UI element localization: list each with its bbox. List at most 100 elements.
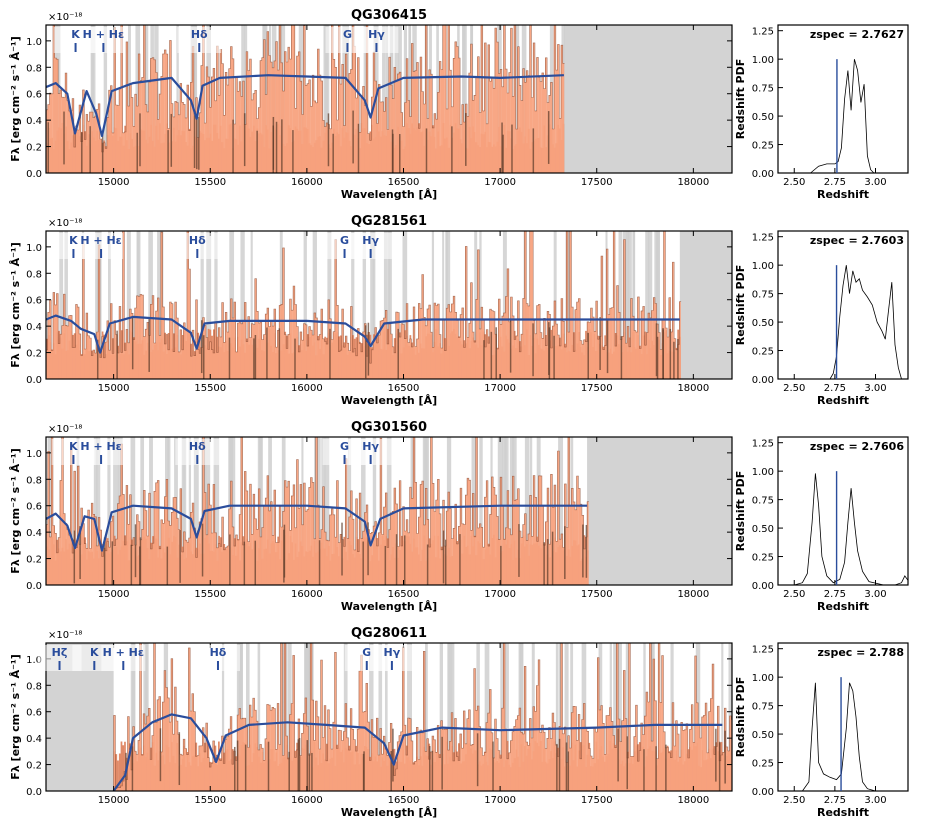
flux-dip bbox=[532, 323, 534, 377]
sky-mask-stripe bbox=[370, 231, 375, 379]
flux-dip bbox=[202, 335, 205, 379]
sky-mask-stripe bbox=[126, 231, 131, 379]
sky-mask-stripe bbox=[176, 25, 179, 173]
flux-dip bbox=[403, 535, 406, 585]
spectral-line-label: G bbox=[340, 440, 349, 453]
pdf-y-tick-label: 1.25 bbox=[752, 645, 774, 656]
pdf-y-axis-label: Redshift PDF bbox=[734, 677, 747, 758]
x-tick-label: 16500 bbox=[388, 795, 420, 806]
pdf-y-tick-label: 0.75 bbox=[752, 702, 774, 713]
y-tick-label: 0.8 bbox=[26, 681, 42, 692]
sky-mask-stripe bbox=[501, 437, 507, 585]
spectral-line-label: Hδ bbox=[189, 440, 206, 453]
spectral-line-label: K bbox=[90, 646, 99, 659]
pdf-y-tick-label: 0.75 bbox=[752, 84, 774, 95]
flux-dip bbox=[459, 534, 461, 585]
flux-dip bbox=[96, 339, 99, 379]
y-tick-label: 0.6 bbox=[26, 502, 42, 513]
flux-dip bbox=[669, 328, 672, 379]
pdf-axes-frame bbox=[777, 230, 909, 380]
flux-dip bbox=[655, 746, 657, 791]
y-tick-label: 0.2 bbox=[26, 143, 42, 154]
sky-mask-stripe bbox=[613, 643, 618, 791]
flux-dip bbox=[254, 540, 257, 585]
sky-mask-stripe bbox=[442, 231, 445, 379]
flux-dip bbox=[567, 751, 570, 791]
masked-region bbox=[679, 231, 732, 379]
chart-title: QG301560 bbox=[351, 420, 427, 435]
flux-dip bbox=[308, 753, 311, 791]
pdf-axes-frame bbox=[777, 642, 909, 792]
sky-mask-stripe bbox=[192, 25, 197, 173]
pdf-y-axis-label: Redshift PDF bbox=[734, 59, 747, 140]
flux-dip bbox=[81, 132, 83, 173]
flux-dip bbox=[306, 740, 309, 791]
flux-dip bbox=[327, 113, 330, 167]
axes-frame bbox=[45, 24, 733, 174]
flux-dip bbox=[318, 540, 321, 585]
flux-dip bbox=[136, 132, 138, 173]
x-tick-label: 15000 bbox=[98, 177, 130, 188]
flux-spectrum-edge bbox=[46, 25, 565, 173]
x-tick-label: 16000 bbox=[291, 589, 323, 600]
flux-dip bbox=[585, 524, 588, 578]
sky-mask-stripe bbox=[484, 643, 490, 791]
y-tick-label: 0.4 bbox=[26, 528, 42, 539]
flux-dip bbox=[425, 128, 428, 173]
flux-dip bbox=[244, 744, 247, 791]
sky-mask-stripe bbox=[386, 437, 392, 585]
sky-mask-stripe bbox=[47, 437, 53, 585]
flux-dip bbox=[441, 736, 443, 790]
pdf-y-tick-label: 0.50 bbox=[752, 112, 774, 123]
pdf-x-tick-label: 3.00 bbox=[864, 383, 886, 394]
spectral-line-label: Hγ bbox=[362, 440, 379, 453]
flux-dip bbox=[606, 320, 609, 374]
sky-mask-stripe bbox=[362, 231, 367, 379]
pdf-curve bbox=[794, 473, 909, 586]
sky-mask-stripe bbox=[130, 437, 136, 585]
flux-dip bbox=[357, 123, 360, 173]
sky-mask-stripe bbox=[246, 643, 250, 791]
sky-mask-stripe bbox=[645, 231, 650, 379]
flux-dip bbox=[362, 541, 364, 585]
flux-dip bbox=[367, 522, 369, 576]
sky-mask-stripe bbox=[342, 25, 347, 173]
flux-dip bbox=[483, 340, 485, 379]
sky-mask-stripe bbox=[524, 437, 530, 585]
sky-mask-stripe bbox=[479, 231, 482, 379]
flux-dip bbox=[429, 746, 431, 791]
pdf-x-tick-label: 3.00 bbox=[864, 589, 886, 600]
sky-mask-stripe bbox=[431, 231, 435, 379]
pdf-y-tick-label: 1.25 bbox=[752, 439, 774, 450]
sky-mask-stripe bbox=[306, 643, 311, 791]
x-tick-label: 16500 bbox=[388, 589, 420, 600]
pdf-y-tick-label: 0.00 bbox=[752, 375, 774, 386]
pdf-y-tick-label: 1.00 bbox=[752, 673, 774, 684]
flux-dip bbox=[551, 531, 554, 585]
sky-mask-stripe bbox=[131, 643, 135, 791]
y-axis-label: Fλ [erg cm⁻² s⁻¹ Å⁻¹] bbox=[9, 448, 22, 574]
sky-mask-stripe bbox=[243, 25, 248, 173]
spectral-line-label: K bbox=[69, 440, 78, 453]
sky-mask-stripe bbox=[324, 25, 330, 173]
y-tick-label: 0.2 bbox=[26, 349, 42, 360]
y-tick-label: 0.2 bbox=[26, 761, 42, 772]
sky-mask-stripe bbox=[408, 25, 412, 173]
flux-dip bbox=[399, 134, 401, 173]
sky-mask-stripe bbox=[140, 437, 145, 585]
flux-dip bbox=[166, 546, 169, 585]
flux-dip bbox=[511, 124, 513, 173]
x-tick-label: 18000 bbox=[677, 589, 709, 600]
flux-dip bbox=[352, 110, 354, 164]
flux-dip bbox=[397, 328, 399, 379]
x-tick-label: 16000 bbox=[291, 177, 323, 188]
x-tick-label: 15000 bbox=[98, 383, 130, 394]
spectral-line-label: G bbox=[362, 646, 371, 659]
sky-mask-stripe bbox=[103, 25, 108, 173]
flux-dip bbox=[139, 113, 141, 167]
flux-dip bbox=[167, 130, 169, 173]
y-axis-label: Fλ [erg cm⁻² s⁻¹ Å⁻¹] bbox=[9, 654, 22, 780]
flux-dip bbox=[294, 338, 296, 379]
chart-title: QG306415 bbox=[351, 8, 427, 23]
